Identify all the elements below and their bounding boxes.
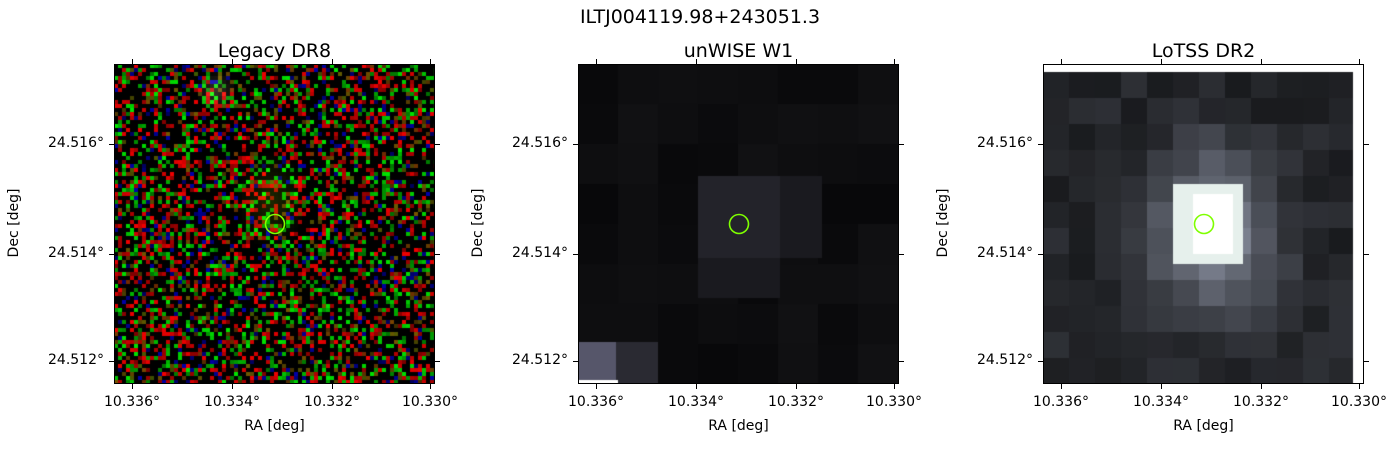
- x-tick-label: 10.332°: [1233, 394, 1289, 410]
- x-tick-mark-top: [132, 59, 133, 64]
- y-tick-mark-right: [435, 361, 440, 362]
- y-tick-mark: [109, 144, 114, 145]
- y-tick-mark: [573, 254, 578, 255]
- x-tick-mark-top: [1161, 59, 1162, 64]
- x-tick-mark-top: [232, 59, 233, 64]
- x-tick-mark: [1261, 384, 1262, 389]
- image-legacy: [114, 64, 435, 384]
- y-tick-label: 24.512°: [512, 352, 568, 368]
- x-tick-label: 10.334°: [668, 394, 724, 410]
- y-tick-mark-right: [899, 361, 904, 362]
- y-tick-mark: [109, 254, 114, 255]
- image-unwise: [578, 64, 899, 384]
- source-marker: [264, 213, 286, 235]
- x-tick-mark-top: [696, 59, 697, 64]
- x-tick-mark-top: [894, 59, 895, 64]
- x-axis-label: RA [deg]: [244, 418, 305, 434]
- figure-title: ILTJ004119.98+243051.3: [579, 6, 821, 28]
- x-tick-mark: [1359, 384, 1360, 389]
- x-tick-mark: [430, 384, 431, 389]
- x-tick-label: 10.330°: [1331, 394, 1387, 410]
- y-tick-mark: [1038, 361, 1043, 362]
- x-tick-label: 10.332°: [304, 394, 360, 410]
- x-tick-mark: [1161, 384, 1162, 389]
- panel-lotss: LoTSS DR2 10.336° 10.334° 10.332° 10.330° 24…: [929, 40, 1387, 450]
- x-tick-label: 10.330°: [402, 394, 458, 410]
- y-tick-mark-right: [899, 144, 904, 145]
- x-tick-mark-top: [430, 59, 431, 64]
- x-tick-label: 10.336°: [1033, 394, 1089, 410]
- y-tick-mark: [573, 144, 578, 145]
- panel-legacy: Legacy DR8 10.336° 10.334° 10.332° 10.330° 2…: [0, 40, 458, 450]
- y-tick-mark: [1038, 144, 1043, 145]
- y-tick-mark-right: [899, 254, 904, 255]
- panel-unwise: unWISE W1 10.336° 10.334° 10.332° 10.330° 24…: [464, 40, 922, 450]
- x-tick-mark: [332, 384, 333, 389]
- x-tick-label: 10.334°: [204, 394, 260, 410]
- x-tick-label: 10.332°: [768, 394, 824, 410]
- x-tick-label: 10.330°: [866, 394, 922, 410]
- y-tick-mark-right: [1364, 144, 1369, 145]
- y-axis-label: Dec [deg]: [6, 188, 22, 258]
- y-tick-mark-right: [435, 254, 440, 255]
- panel-title: Legacy DR8: [217, 40, 332, 62]
- x-axis-label: RA [deg]: [708, 418, 769, 434]
- image-lotss: [1043, 64, 1364, 384]
- x-tick-label: 10.334°: [1133, 394, 1189, 410]
- x-tick-mark: [894, 384, 895, 389]
- x-tick-mark: [596, 384, 597, 389]
- y-tick-label: 24.514°: [48, 245, 104, 261]
- y-tick-label: 24.516°: [977, 135, 1033, 151]
- y-tick-label: 24.516°: [48, 135, 104, 151]
- y-tick-mark: [109, 361, 114, 362]
- panel-title: unWISE W1: [683, 40, 794, 62]
- y-tick-label: 24.514°: [977, 245, 1033, 261]
- x-tick-mark: [132, 384, 133, 389]
- y-tick-mark-right: [435, 144, 440, 145]
- x-tick-mark: [232, 384, 233, 389]
- y-axis-label: Dec [deg]: [470, 188, 486, 258]
- x-tick-label: 10.336°: [568, 394, 624, 410]
- y-tick-label: 24.514°: [512, 245, 568, 261]
- x-tick-mark-top: [332, 59, 333, 64]
- x-tick-mark: [796, 384, 797, 389]
- y-tick-mark-right: [1364, 254, 1369, 255]
- panel-title: LoTSS DR2: [1151, 40, 1256, 62]
- y-tick-mark: [1038, 254, 1043, 255]
- y-axis-label: Dec [deg]: [935, 188, 951, 258]
- source-marker: [728, 213, 750, 235]
- x-tick-mark: [1061, 384, 1062, 389]
- y-tick-label: 24.516°: [512, 135, 568, 151]
- x-tick-label: 10.336°: [104, 394, 160, 410]
- y-tick-label: 24.512°: [48, 352, 104, 368]
- x-tick-mark-top: [1359, 59, 1360, 64]
- x-tick-mark: [696, 384, 697, 389]
- y-tick-mark: [573, 361, 578, 362]
- y-tick-label: 24.512°: [977, 352, 1033, 368]
- x-tick-mark-top: [796, 59, 797, 64]
- x-tick-mark-top: [1261, 59, 1262, 64]
- y-tick-mark-right: [1364, 361, 1369, 362]
- source-marker: [1193, 213, 1215, 235]
- x-tick-mark-top: [1061, 59, 1062, 64]
- x-tick-mark-top: [596, 59, 597, 64]
- x-axis-label: RA [deg]: [1173, 418, 1234, 434]
